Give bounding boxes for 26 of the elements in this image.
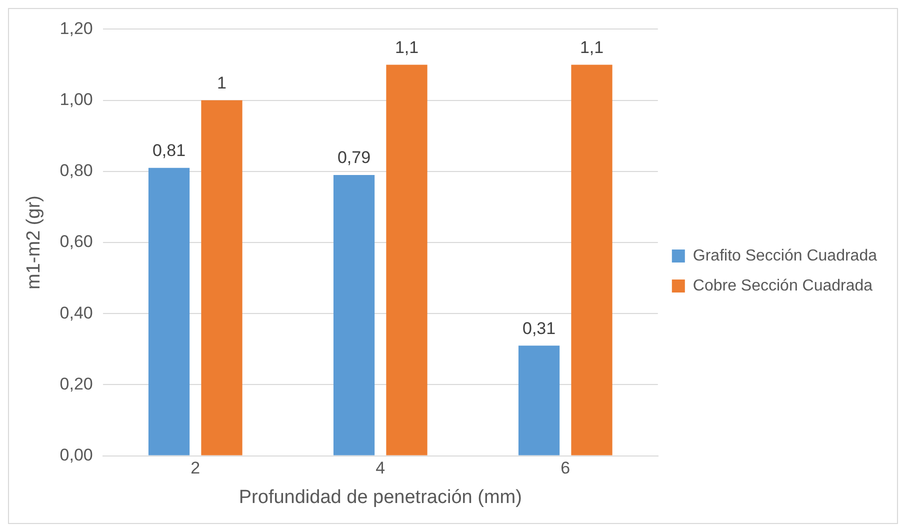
x-tick-label: 2 xyxy=(190,458,200,478)
data-label: 1,1 xyxy=(394,38,419,57)
x-tick-label: 6 xyxy=(560,458,570,478)
data-label: 0,31 xyxy=(522,318,556,338)
data-label: 1 xyxy=(217,73,226,92)
y-tick-label: 0,80 xyxy=(60,161,93,180)
bar xyxy=(201,100,242,456)
x-tick-label: 4 xyxy=(376,458,386,478)
y-tick-label: 1,20 xyxy=(60,18,93,38)
data-label: 0,81 xyxy=(152,141,186,160)
bar xyxy=(571,64,612,456)
data-label: 0,79 xyxy=(337,148,371,168)
bar xyxy=(386,64,428,456)
legend-label: Grafito Sección Cuadrada xyxy=(692,247,878,264)
y-tick-label: 0,60 xyxy=(60,232,93,252)
y-tick-label: 1,00 xyxy=(60,90,93,109)
x-axis-title: Profundidad de penetración (mm) xyxy=(238,486,522,508)
legend-label: Cobre Sección Cuadrada xyxy=(692,277,873,294)
y-axis-title: m1-m2 (gr) xyxy=(24,196,45,290)
y-tick-label: 0,20 xyxy=(60,374,93,394)
y-tick-label: 0,40 xyxy=(60,303,93,322)
bar xyxy=(518,346,560,456)
y-tick-label: 0,00 xyxy=(60,445,93,464)
bar xyxy=(148,168,190,456)
data-label: 1,1 xyxy=(580,38,604,57)
bar xyxy=(333,174,375,456)
